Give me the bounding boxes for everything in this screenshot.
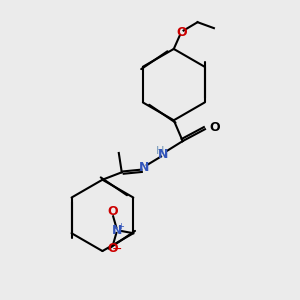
Text: N: N [158, 148, 169, 161]
Text: +: + [117, 222, 124, 231]
Text: N: N [112, 224, 122, 237]
Text: O: O [176, 26, 187, 39]
Text: H: H [156, 146, 165, 156]
Text: −: − [112, 242, 122, 256]
Text: O: O [209, 121, 220, 134]
Text: O: O [107, 205, 118, 218]
Text: O: O [107, 242, 118, 256]
Text: N: N [139, 161, 149, 174]
